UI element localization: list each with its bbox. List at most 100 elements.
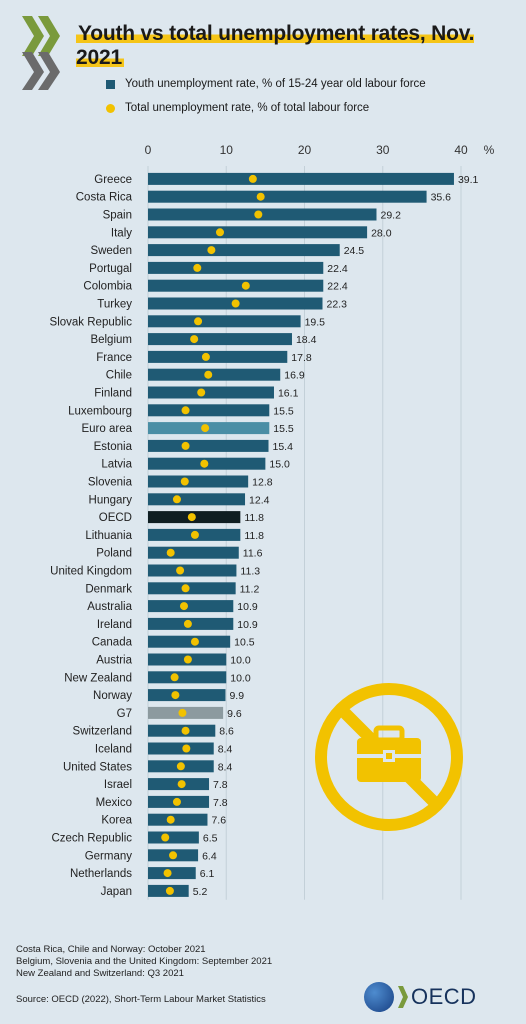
data-label: 11.2: [240, 583, 260, 595]
footnote-1: Costa Rica, Chile and Norway: October 20…: [16, 944, 206, 955]
total-rate-dot: [172, 495, 181, 504]
category-label: Portugal: [89, 263, 132, 275]
total-rate-dot: [172, 797, 181, 806]
data-label: 7.6: [211, 815, 226, 827]
total-rate-dot: [165, 886, 174, 895]
data-label: 29.2: [380, 210, 401, 222]
youth-bar: [148, 689, 226, 702]
data-label: 28.0: [371, 227, 392, 239]
data-label: 16.1: [278, 388, 299, 400]
total-rate-dot: [181, 406, 190, 415]
data-label: 15.0: [269, 459, 290, 471]
data-label: 10.5: [234, 637, 255, 649]
data-label: 10.9: [237, 601, 258, 613]
legend-bar-swatch: [106, 79, 115, 89]
category-label: Hungary: [89, 494, 133, 506]
category-label: Ireland: [97, 619, 132, 631]
total-rate-dot: [254, 210, 263, 219]
category-label: Lithuania: [85, 530, 132, 542]
legend-label-total: Total unemployment rate, % of total labo…: [125, 102, 370, 114]
category-label: Latvia: [101, 459, 132, 471]
total-rate-dot: [166, 548, 175, 557]
category-label: Turkey: [97, 299, 132, 311]
no-briefcase-icon: [315, 683, 463, 831]
total-rate-dot: [190, 530, 199, 539]
category-label: OECD: [99, 512, 132, 524]
category-label: Spain: [103, 210, 132, 222]
youth-bar: [148, 244, 340, 257]
total-rate-dot: [166, 815, 175, 824]
total-rate-dot: [215, 228, 224, 237]
total-rate-dot: [187, 513, 196, 522]
category-label: Denmark: [85, 583, 132, 595]
data-label: 5.2: [193, 886, 208, 898]
total-rate-dot: [183, 619, 192, 628]
youth-bar: [148, 404, 270, 417]
category-label: Costa Rica: [76, 192, 133, 204]
youth-bar: [148, 315, 301, 328]
data-label: 10.0: [230, 655, 251, 667]
oecd-chevron-icon: [398, 986, 408, 1008]
data-label: 10.0: [230, 672, 251, 684]
x-tick-label: 40: [454, 143, 468, 157]
bar-chart: 0 10 20 30 40 % Greece 39.1 Costa Rica 35.6 Spain 2…: [50, 143, 495, 900]
oecd-wordmark: OECD: [411, 984, 477, 1009]
youth-bar: [148, 386, 274, 399]
total-rate-dot: [171, 691, 180, 700]
data-label: 8.4: [218, 761, 233, 773]
total-rate-dot: [190, 637, 199, 646]
category-label: Slovak Republic: [50, 316, 133, 328]
category-label: Italy: [111, 227, 132, 239]
youth-bar: [148, 564, 237, 577]
data-label: 10.9: [237, 619, 258, 631]
total-rate-dot: [170, 673, 179, 682]
x-tick-label: 30: [376, 143, 390, 157]
total-rate-dot: [204, 370, 213, 379]
category-label: Australia: [87, 601, 132, 613]
youth-bar: [148, 546, 239, 559]
legend-item-youth: Youth unemployment rate, % of 15-24 year…: [106, 78, 426, 90]
oecd-chevron-logo-icon: [22, 16, 60, 90]
footnote-2: Belgium, Slovenia and the United Kingdom…: [16, 956, 273, 967]
data-label: 12.8: [252, 477, 273, 489]
category-label: Israel: [104, 779, 132, 791]
youth-bar: [148, 671, 227, 684]
total-rate-dot: [181, 441, 190, 450]
youth-bar: [148, 350, 288, 363]
footnote-3: New Zealand and Switzerland: Q3 2021: [16, 968, 184, 979]
total-rate-dot: [197, 388, 206, 397]
category-label: Mexico: [96, 797, 132, 809]
data-label: 9.9: [229, 690, 244, 702]
category-label: Canada: [92, 637, 133, 649]
category-label: Poland: [96, 548, 132, 560]
data-label: 15.4: [273, 441, 294, 453]
data-label: 7.8: [213, 797, 228, 809]
total-rate-dot: [201, 424, 210, 433]
title-container: Youth vs total unemployment rates, Nov. …: [76, 22, 526, 70]
total-rate-dot: [163, 869, 172, 878]
category-label: Estonia: [94, 441, 133, 453]
youth-bar: [148, 368, 281, 381]
x-axis-unit: %: [484, 143, 495, 157]
data-label: 6.1: [200, 868, 215, 880]
youth-bar: [148, 226, 368, 239]
category-label: Sweden: [90, 245, 132, 257]
category-label: Euro area: [81, 423, 132, 435]
category-label: Slovenia: [88, 477, 133, 489]
category-label: New Zealand: [64, 672, 132, 684]
youth-bar: [148, 600, 234, 613]
data-label: 11.8: [244, 530, 264, 542]
legend: Youth unemployment rate, % of 15-24 year…: [106, 78, 426, 126]
youth-bar: [148, 813, 208, 826]
data-label: 9.6: [227, 708, 242, 720]
data-label: 17.8: [291, 352, 312, 364]
category-label: Korea: [101, 815, 132, 827]
youth-bar: [148, 831, 199, 844]
total-rate-dot: [190, 335, 199, 344]
data-label: 15.5: [273, 405, 294, 417]
youth-bar: [148, 867, 196, 880]
total-rate-dot: [182, 744, 191, 753]
category-label: Finland: [94, 388, 132, 400]
data-label: 12.4: [249, 494, 270, 506]
chart-title: Youth vs total unemployment rates, Nov. …: [76, 22, 475, 69]
